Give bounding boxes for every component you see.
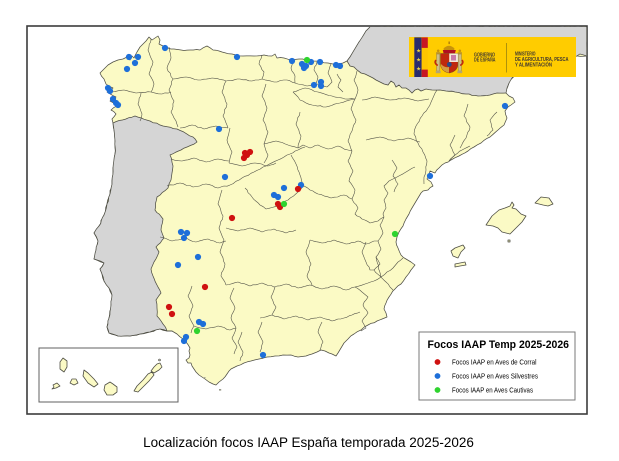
svg-text:★: ★ [416,57,421,64]
svg-text:Y ALIMENTACIÓN: Y ALIMENTACIÓN [515,60,552,68]
svg-text:Focos IAAP Temp 2025-2026: Focos IAAP Temp 2025-2026 [428,339,570,351]
svg-text:Focos IAAP en Aves Cautivas: Focos IAAP en Aves Cautivas [452,386,533,395]
svg-text:DE AGRICULTURA, PESCA: DE AGRICULTURA, PESCA [515,57,569,63]
svg-text:MINISTERIO: MINISTERIO [515,51,536,57]
svg-text:DE ESPAÑA: DE ESPAÑA [474,57,496,64]
svg-text:GOBIERNO: GOBIERNO [474,52,495,58]
svg-text:★: ★ [416,66,421,73]
svg-text:Focos IAAP en Aves de Corral: Focos IAAP en Aves de Corral [452,358,537,367]
svg-text:Focos IAAP en Aves Silvestres: Focos IAAP en Aves Silvestres [452,372,538,381]
svg-text:★: ★ [416,48,421,55]
